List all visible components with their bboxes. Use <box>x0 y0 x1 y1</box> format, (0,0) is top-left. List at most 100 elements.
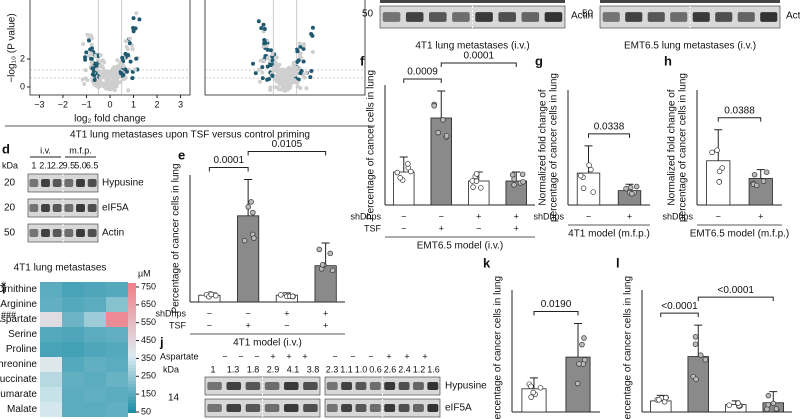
replicate-dot <box>537 384 544 391</box>
significance-bracket <box>403 78 442 83</box>
point <box>260 70 265 75</box>
point <box>295 84 300 89</box>
sign: − <box>401 211 406 221</box>
caption: EMT6.5 model (m.f.p.) <box>690 229 789 240</box>
point <box>130 47 135 52</box>
replicate-dot <box>248 199 254 205</box>
point <box>256 67 261 72</box>
lane-value: 1.6 <box>427 364 440 374</box>
sign: − <box>401 223 406 233</box>
heatmap-cell <box>40 402 62 417</box>
row-label: Succinate <box>0 374 37 385</box>
point <box>115 74 120 79</box>
replicate-dot <box>735 400 741 406</box>
point <box>102 75 107 80</box>
x-tick-label: −1 <box>81 99 91 109</box>
significant-point <box>309 68 314 73</box>
replicate-dot <box>208 291 214 298</box>
point <box>276 79 281 84</box>
error-bar <box>574 323 582 358</box>
point <box>85 32 90 37</box>
colorbar-segment <box>128 315 136 321</box>
significant-point <box>92 77 97 82</box>
p-value: 0.0009 <box>407 67 438 78</box>
bar <box>468 180 490 206</box>
band <box>64 204 74 212</box>
colorbar-segment <box>128 356 136 362</box>
p-value: 0.0001 <box>213 155 244 166</box>
sign: + <box>270 351 275 361</box>
replicate-dot <box>726 402 732 408</box>
significant-point <box>127 41 132 46</box>
point <box>98 53 103 58</box>
point <box>277 87 282 92</box>
group-label: m.f.p. <box>69 145 92 155</box>
band <box>52 204 62 212</box>
band <box>41 179 50 187</box>
band <box>326 382 338 390</box>
plot-frame <box>204 0 366 96</box>
significant-point <box>84 50 89 55</box>
significant-point <box>262 26 267 31</box>
significant-point <box>261 22 266 27</box>
error-bar <box>244 179 253 216</box>
heatmap-cell <box>40 387 62 402</box>
significance-bracket <box>697 296 774 302</box>
point <box>287 70 292 75</box>
band <box>64 229 74 237</box>
significant-point <box>267 77 272 82</box>
colorbar-segment <box>128 353 136 359</box>
significant-point <box>262 37 267 42</box>
caption: 4T1 model (i.v.) <box>233 338 302 349</box>
point <box>258 58 263 63</box>
band <box>76 229 85 237</box>
point <box>293 68 298 73</box>
point <box>104 79 109 84</box>
replicate-dot <box>408 168 414 175</box>
heatmap-cell <box>106 312 128 327</box>
band <box>737 12 755 22</box>
colorbar-segment <box>128 369 136 375</box>
point <box>132 67 137 72</box>
lane-value: 2.4 <box>398 364 411 374</box>
significant-point <box>268 63 273 68</box>
significant-point <box>137 17 142 22</box>
replicate-dot <box>520 179 526 185</box>
blot-row-label: Hypusine <box>445 381 487 392</box>
sign: − <box>254 351 259 361</box>
band <box>384 404 396 412</box>
colorbar-segment <box>128 343 136 349</box>
colorbar-segment <box>128 331 136 337</box>
significant-point <box>131 16 136 21</box>
band <box>369 382 381 390</box>
band <box>498 12 516 22</box>
point <box>285 87 290 92</box>
heatmap-cell <box>84 297 106 312</box>
replicate-dot <box>629 191 635 197</box>
colorbar-segment <box>128 350 136 356</box>
sign: − <box>332 351 337 361</box>
heatmap-cell <box>62 387 84 402</box>
sign: + <box>439 223 444 233</box>
band <box>326 404 338 412</box>
row-label: Malate <box>7 404 37 415</box>
significant-point <box>265 64 270 69</box>
point <box>274 55 279 60</box>
band <box>303 404 318 412</box>
band <box>52 179 62 187</box>
sign: + <box>758 211 763 221</box>
significant-point <box>133 26 138 31</box>
band <box>760 12 778 22</box>
heatmap-cell <box>106 357 128 372</box>
point <box>289 67 294 72</box>
point <box>85 78 90 83</box>
x-tick-label: −3 <box>34 99 44 109</box>
significant-point <box>134 56 139 61</box>
sign: − <box>439 211 444 221</box>
row-label: Serine <box>8 329 37 340</box>
y-axis-label: Percentage of cancer cells in lung <box>623 276 634 419</box>
band <box>398 382 410 390</box>
heatmap-cell <box>40 357 62 372</box>
colorbar-segment <box>128 379 136 385</box>
